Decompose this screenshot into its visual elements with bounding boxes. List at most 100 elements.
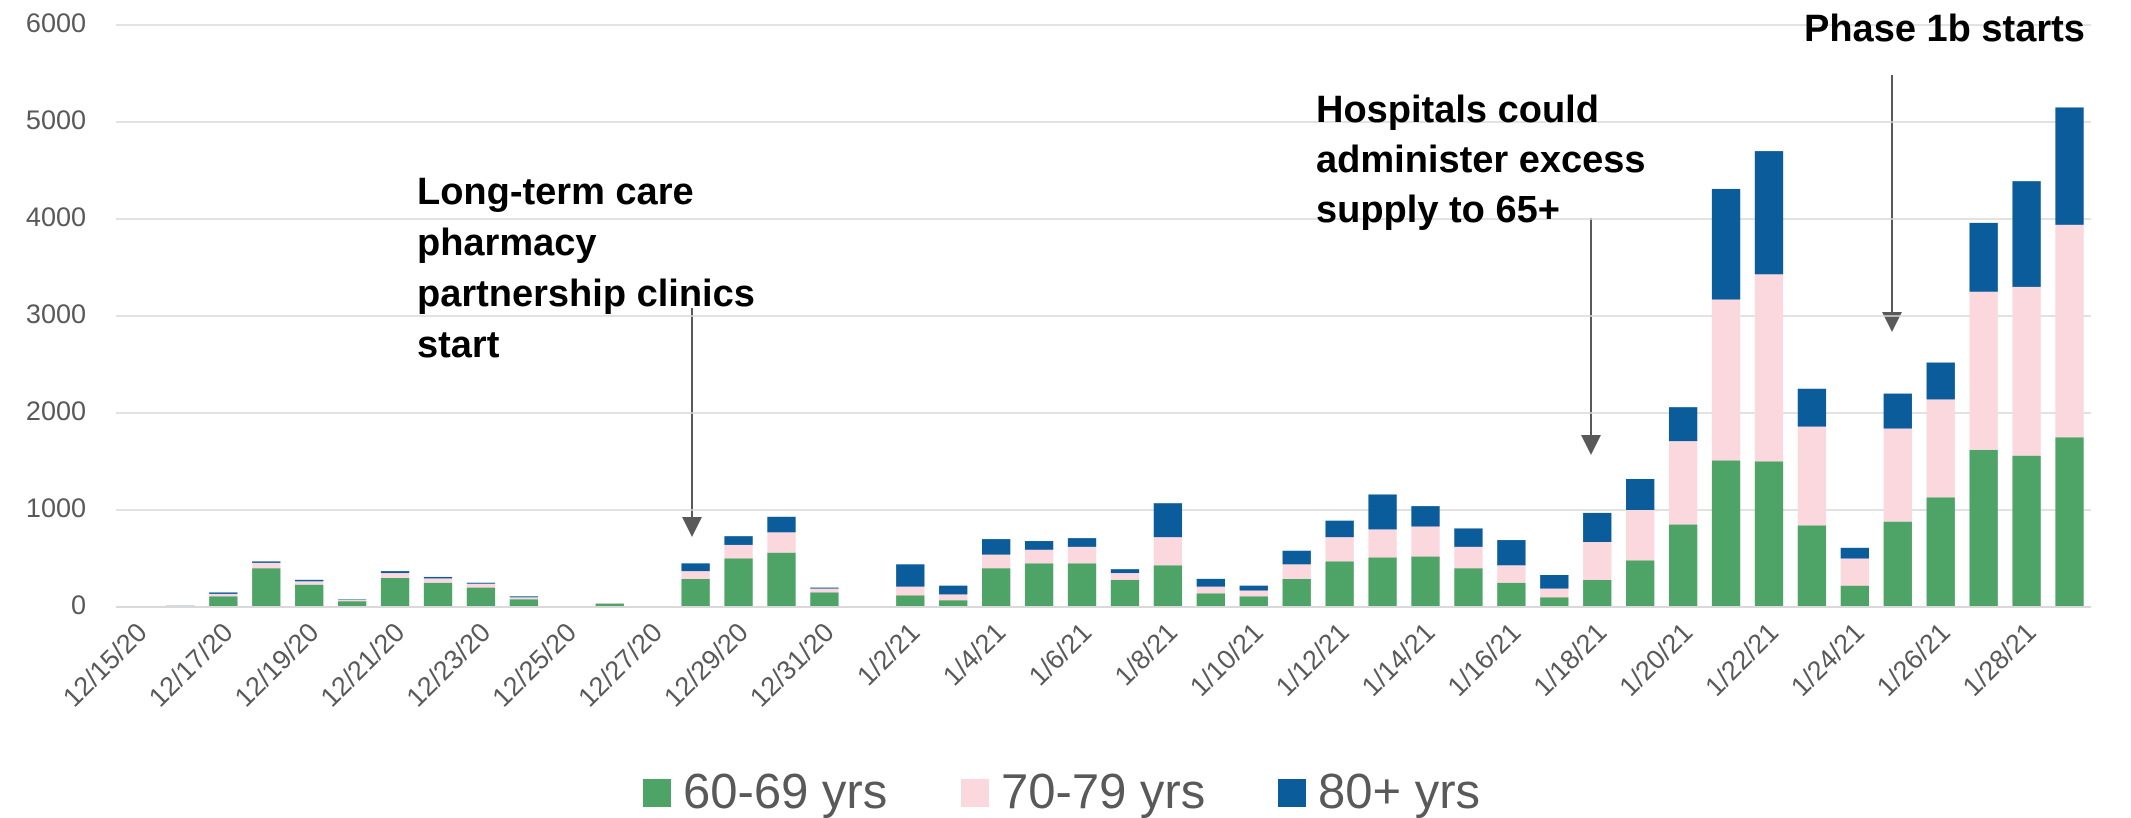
bar-segment	[380, 577, 410, 607]
bar-segment	[767, 532, 796, 553]
bar-segment	[2055, 437, 2084, 607]
bar-segment	[1067, 538, 1097, 547]
bar-segment	[466, 582, 496, 584]
bar-segment	[1067, 563, 1097, 607]
bar-segment	[466, 583, 496, 588]
bar-segment	[1626, 478, 1655, 510]
legend-swatch	[643, 779, 671, 807]
bar-segment	[1282, 550, 1311, 565]
annotation: supply to 65+	[1316, 189, 1560, 231]
x-tick-label: 1/8/21	[1109, 617, 1183, 691]
bar-segment	[939, 594, 968, 601]
bar-segment	[1540, 588, 1569, 598]
bar-segment	[1926, 362, 1955, 400]
legend-label: 60-69 yrs	[683, 765, 887, 818]
bar-segment	[1583, 512, 1612, 543]
bar-segment	[1583, 542, 1612, 580]
legend-swatch	[1278, 779, 1306, 807]
x-tick-label: 1/10/21	[1184, 617, 1269, 702]
bar-segment	[1840, 547, 1870, 559]
bar-segment	[2012, 286, 2041, 456]
x-tick-label: 12/29/20	[658, 617, 754, 713]
bar-segment	[380, 571, 410, 574]
x-tick-label: 12/19/20	[229, 617, 325, 713]
bar-segment	[337, 601, 367, 607]
y-tick-label: 2000	[26, 396, 86, 426]
bar-segment	[2012, 455, 2041, 607]
bar-segment	[981, 568, 1011, 607]
bar-segment	[1926, 497, 1955, 607]
bar-segment	[1196, 593, 1226, 607]
bar-segment	[1454, 546, 1483, 569]
bar-segment	[939, 600, 968, 607]
bar-segment	[810, 587, 839, 589]
bar-segment	[1840, 585, 1870, 607]
bar-segment	[1196, 578, 1226, 587]
bar-segment	[681, 578, 710, 607]
bar-segment	[896, 595, 925, 607]
bar-segment	[981, 554, 1011, 569]
bar-segment	[466, 587, 496, 607]
bar-segment	[1883, 428, 1912, 522]
bar-segment	[1325, 537, 1354, 562]
bar-segment	[1797, 426, 1827, 526]
bar-segment	[1024, 541, 1054, 550]
x-tick-label: 12/27/20	[572, 617, 668, 713]
bar-segment	[295, 584, 324, 607]
bar-segment	[2055, 107, 2084, 225]
bar-segment	[1583, 579, 1612, 607]
x-tick-label: 1/20/21	[1613, 617, 1698, 702]
x-tick-label: 12/17/20	[143, 617, 239, 713]
x-tick-label: 1/12/21	[1270, 617, 1355, 702]
bar-segment	[1540, 597, 1569, 607]
x-tick-label: 1/6/21	[1023, 617, 1097, 691]
bar-segment	[681, 563, 710, 572]
x-tick-label: 1/16/21	[1442, 617, 1527, 702]
bar-segment	[1325, 520, 1354, 538]
bar-segment	[1411, 556, 1440, 607]
x-tick-label: 12/31/20	[744, 617, 840, 713]
bar-segment	[252, 562, 281, 569]
y-tick-label: 3000	[26, 299, 86, 329]
x-tick-label: 1/18/21	[1528, 617, 1613, 702]
bar-segment	[1067, 546, 1097, 564]
bar-segment	[1497, 540, 1526, 566]
bar-segment	[1668, 441, 1698, 525]
y-tick-label: 5000	[26, 105, 86, 135]
bar-segment	[1754, 151, 1784, 275]
bar-segment	[1668, 407, 1698, 442]
bar-segment	[1368, 557, 1397, 607]
bar-segment	[423, 578, 453, 583]
y-tick-label: 6000	[26, 8, 86, 38]
bar-segment	[724, 536, 753, 545]
bar-segment	[767, 552, 796, 607]
x-tick-label: 12/25/20	[487, 617, 583, 713]
bar-segment	[1754, 461, 1784, 607]
bar-segment	[1969, 291, 1998, 450]
bar-segment	[1668, 524, 1698, 607]
bar-segment	[509, 596, 539, 598]
bar-segment	[1754, 274, 1784, 462]
bar-segment	[1969, 222, 1998, 292]
bar-segment	[1711, 460, 1741, 607]
bar-segment	[1454, 568, 1483, 607]
bar-segment	[1196, 586, 1226, 594]
x-tick-label: 12/21/20	[315, 617, 411, 713]
bar-segment	[423, 582, 453, 607]
annotation: Hospitals could	[1316, 89, 1599, 131]
bar-segment	[1969, 449, 1998, 607]
bar-segment	[423, 576, 453, 579]
annotation: partnership clinics	[417, 273, 755, 315]
bar-segment	[1282, 578, 1311, 607]
bar-segment	[810, 592, 839, 607]
bar-segment	[252, 561, 281, 563]
bar-segment	[724, 558, 753, 607]
legend-swatch	[961, 779, 989, 807]
bar-segment	[509, 599, 539, 607]
bar-segment	[209, 592, 238, 594]
bar-segment	[896, 586, 925, 596]
bar-segment	[1110, 579, 1140, 607]
bar-segment	[810, 588, 839, 593]
bar-segment	[1411, 526, 1440, 557]
y-tick-label: 4000	[26, 202, 86, 232]
